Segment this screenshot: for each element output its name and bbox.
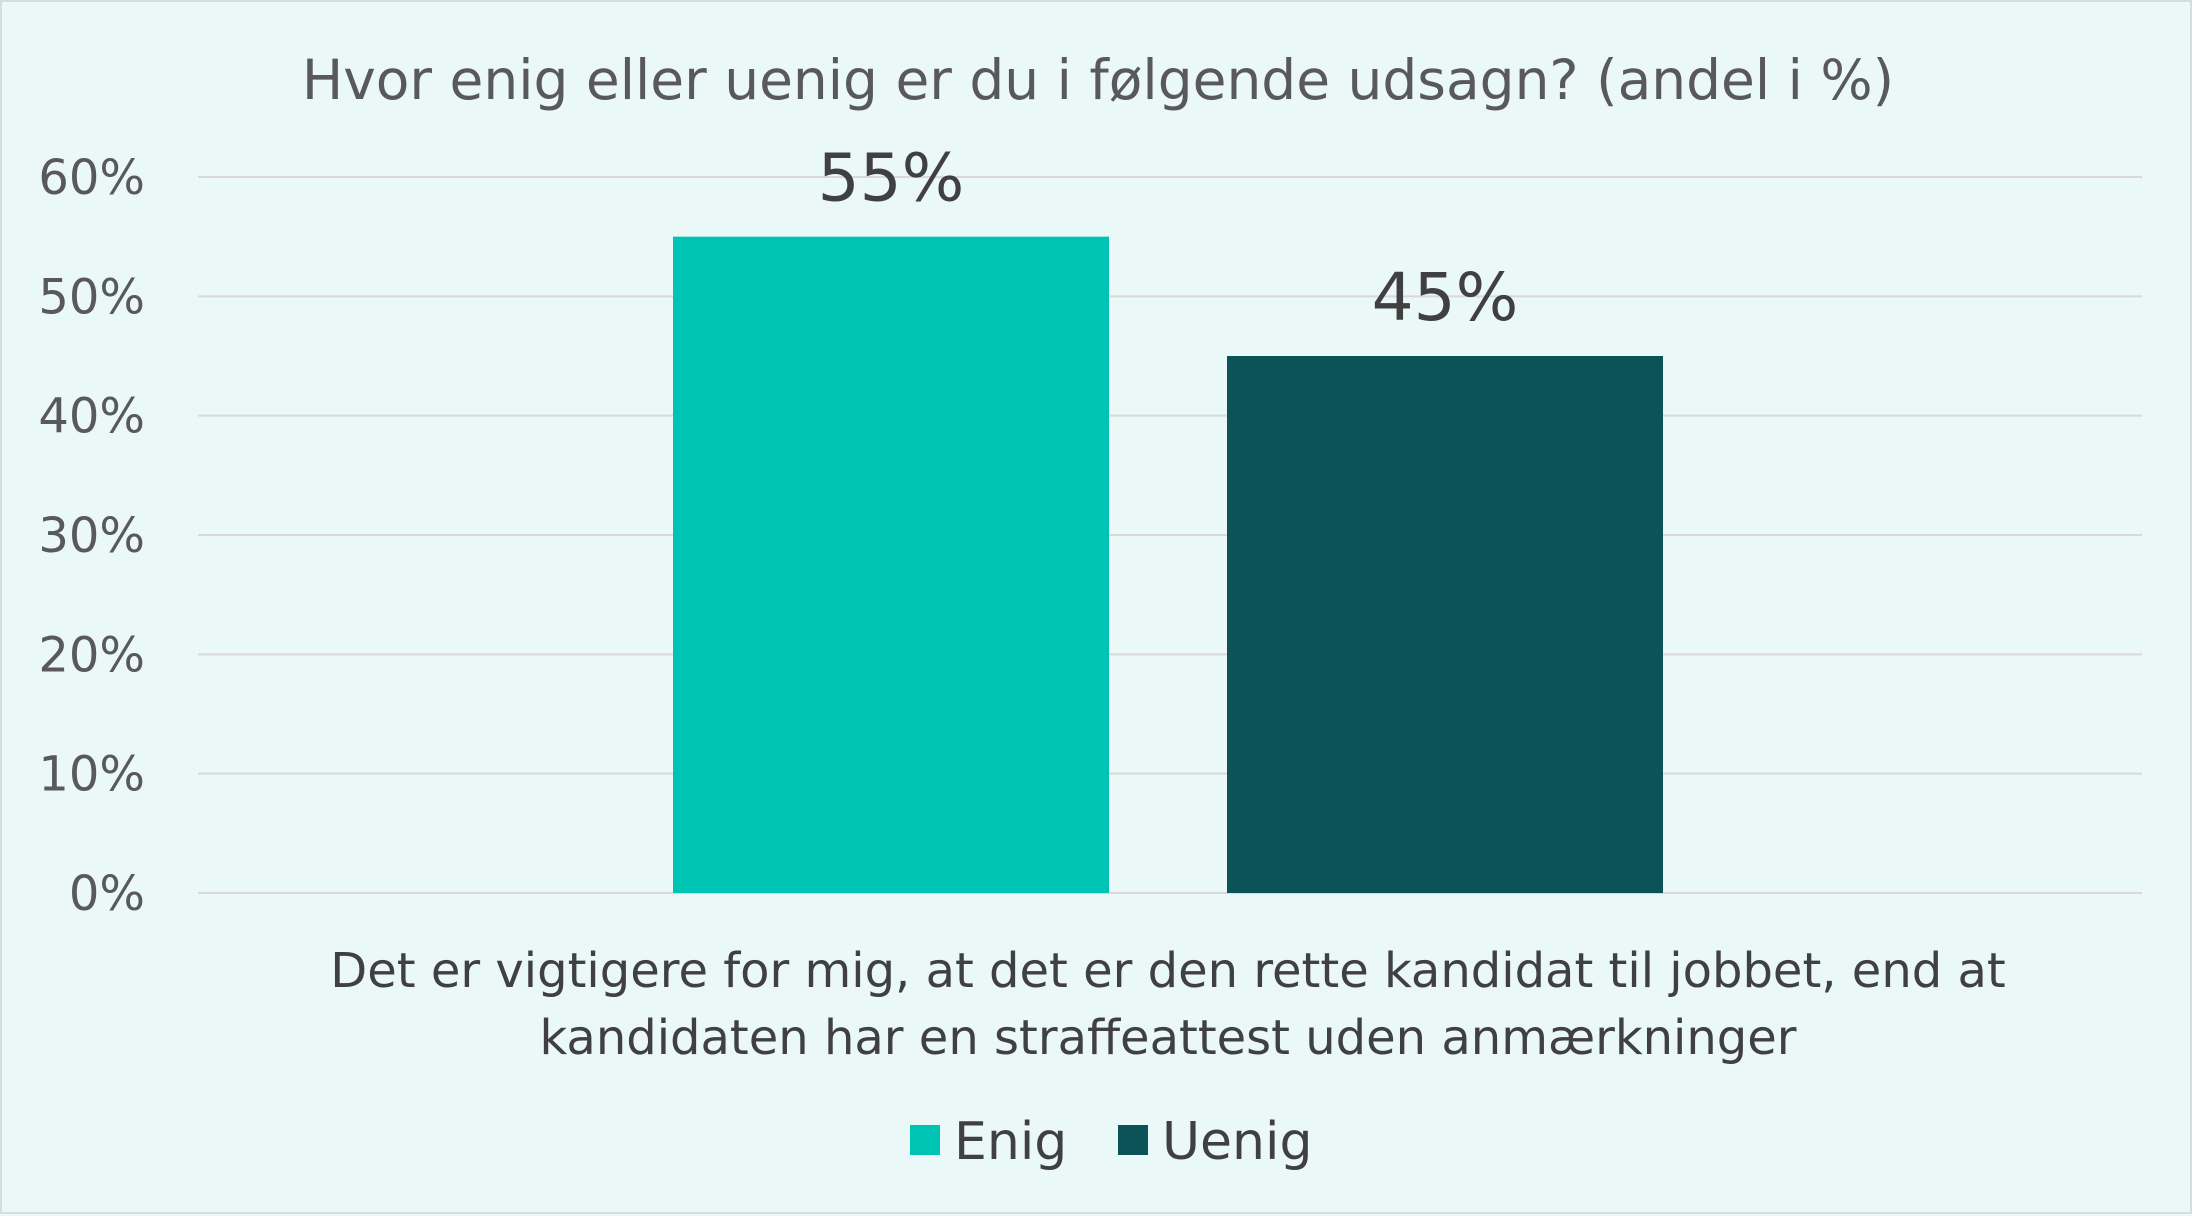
- legend-swatch: [910, 1125, 940, 1155]
- y-tick-label: 50%: [38, 269, 145, 325]
- y-axis-ticks: 0% 10% 20% 30% 40% 50% 60%: [38, 150, 145, 922]
- data-label-uenig: 45%: [1372, 259, 1519, 336]
- legend: Enig Uenig: [910, 1112, 1312, 1172]
- data-labels: 55% 45%: [818, 140, 1519, 336]
- gridlines: [198, 176, 2142, 894]
- legend-item-uenig: Uenig: [1118, 1112, 1312, 1172]
- category-label-line: Det er vigtigere for mig, at det er den …: [330, 943, 2005, 999]
- legend-label: Enig: [954, 1112, 1067, 1172]
- category-labels: Det er vigtigere for mig, at det er den …: [330, 943, 2005, 1066]
- category-label-line: kandidaten har en straffeattest uden anm…: [539, 1010, 1796, 1066]
- legend-swatch: [1118, 1125, 1148, 1155]
- bars: [673, 236, 1663, 893]
- legend-label: Uenig: [1162, 1112, 1312, 1172]
- y-tick-label: 20%: [38, 627, 145, 683]
- y-tick-label: 0%: [69, 866, 145, 922]
- y-tick-label: 60%: [38, 150, 145, 206]
- y-tick-label: 10%: [38, 747, 145, 803]
- y-tick-label: 40%: [38, 389, 145, 445]
- data-label-enig: 55%: [818, 140, 965, 217]
- legend-item-enig: Enig: [910, 1112, 1067, 1172]
- bar-enig: [673, 236, 1109, 893]
- bar-uenig: [1227, 356, 1663, 893]
- chart-title: Hvor enig eller uenig er du i følgende u…: [302, 48, 1894, 112]
- y-tick-label: 30%: [38, 508, 145, 564]
